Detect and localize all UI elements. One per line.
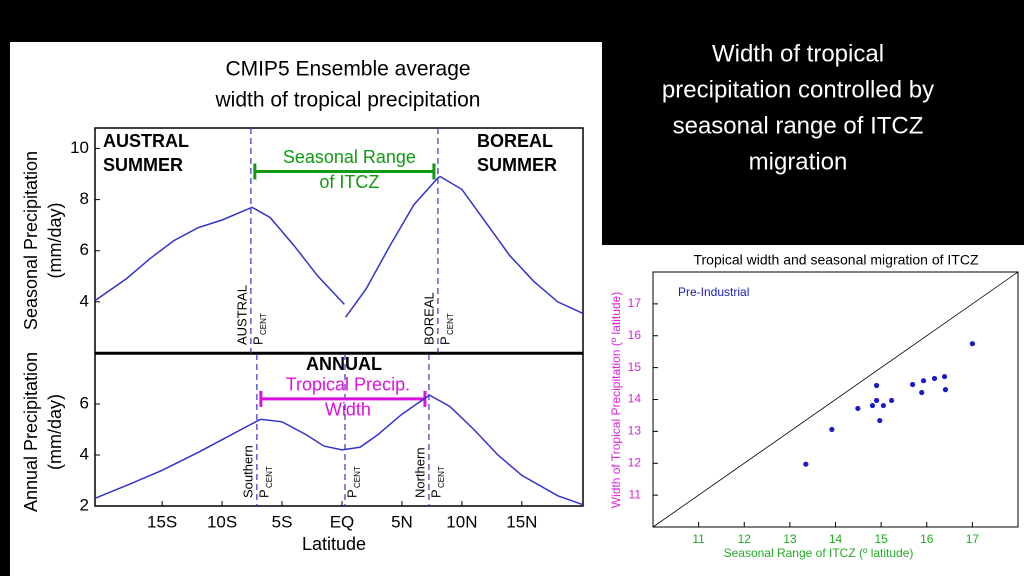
data-point: [919, 389, 925, 396]
data-point: [969, 341, 975, 347]
slide-title: seasonal range of ITCZ: [673, 112, 924, 139]
range-bar-label: Tropical Precip.: [286, 375, 410, 395]
x-tick-label: 14: [829, 532, 843, 546]
y-tick-label: 4: [80, 291, 89, 310]
data-point: [942, 387, 949, 393]
data-line: [94, 175, 584, 318]
x-tick-label: 15: [874, 532, 888, 546]
pcent-symbol: P: [437, 336, 452, 345]
x-tick-label: 16: [920, 532, 934, 546]
left-figure-panel: [10, 42, 602, 576]
y-axis-label: (mm/day): [45, 203, 65, 279]
x-axis-label: Seasonal Range of ITCZ (º latitude): [724, 546, 914, 560]
pcent-label: Northern: [412, 447, 427, 498]
y-tick-label: 2: [80, 495, 89, 514]
y-axis-label: Annual Precipitation: [21, 352, 41, 512]
panel-label: ANNUAL: [306, 354, 382, 374]
x-tick-label: 17: [966, 532, 980, 546]
y-tick-label: 10: [70, 138, 89, 157]
slide-title: Width of tropical: [712, 40, 884, 67]
range-bar-label: Seasonal Range: [283, 147, 416, 167]
data-point: [869, 402, 876, 409]
corner-label: BOREAL: [477, 131, 553, 151]
data-point: [803, 461, 809, 467]
slide-title: migration: [749, 148, 848, 175]
y-tick-label: 11: [629, 487, 642, 501]
y-tick-label: 13: [628, 424, 642, 438]
y-tick-label: 8: [80, 189, 89, 208]
x-tick-label: 13: [783, 532, 797, 546]
data-point: [877, 417, 883, 424]
chart-title: CMIP5 Ensemble average: [225, 58, 470, 81]
legend-entry: Pre-Industrial: [678, 285, 749, 299]
y-tick-label: 16: [628, 328, 642, 342]
pcent-subscript: CENT: [259, 313, 268, 335]
range-bar-label: Width: [325, 400, 371, 420]
chart-title: Tropical width and seasonal migration of…: [693, 252, 979, 268]
pcent-symbol: P: [256, 489, 271, 498]
x-tick-label: 10N: [446, 512, 477, 531]
pcent-subscript: CENT: [437, 466, 446, 488]
data-point: [873, 397, 880, 404]
data-point: [873, 382, 880, 389]
pcent-symbol: P: [428, 489, 443, 498]
y-tick-label: 12: [628, 455, 642, 469]
one-to-one-line: [652, 271, 1019, 528]
corner-label: AUSTRAL: [103, 131, 189, 151]
data-line: [94, 394, 584, 506]
x-tick-label: EQ: [330, 512, 355, 531]
pcent-label: Southern: [240, 445, 255, 498]
pcent-label: BOREAL: [421, 292, 436, 345]
x-tick-label: 10S: [207, 512, 237, 531]
y-tick-label: 6: [80, 240, 89, 259]
corner-label: SUMMER: [477, 155, 557, 175]
data-point: [931, 375, 938, 382]
pcent-subscript: CENT: [446, 313, 455, 335]
chart-title: width of tropical precipitation: [215, 89, 481, 112]
pcent-symbol: P: [250, 336, 265, 345]
data-point: [889, 397, 895, 404]
pcent-label: AUSTRAL: [234, 285, 249, 345]
y-tick-label: 14: [628, 392, 642, 406]
range-bar-label: of ITCZ: [319, 172, 379, 192]
x-tick-label: 15S: [147, 512, 177, 531]
plot-frame: [94, 353, 584, 507]
data-point: [920, 378, 927, 384]
data-point: [855, 405, 861, 412]
y-tick-label: 15: [628, 360, 642, 374]
x-tick-label: 11: [692, 532, 705, 546]
data-point: [880, 402, 887, 409]
slide-title: precipitation controlled by: [662, 76, 934, 103]
y-axis-label: Width of Tropical Precipitation (º latit…: [609, 292, 623, 508]
x-axis-label: Latitude: [302, 534, 366, 554]
pcent-subscript: CENT: [353, 466, 362, 488]
x-tick-label: 5S: [272, 512, 293, 531]
y-axis-label: Seasonal Precipitation: [21, 151, 41, 330]
data-point: [941, 373, 948, 380]
pcent-symbol: P: [344, 489, 359, 498]
y-tick-label: 4: [80, 444, 89, 463]
x-tick-label: 15N: [506, 512, 537, 531]
data-point: [910, 381, 916, 388]
y-tick-label: 6: [80, 393, 89, 412]
x-tick-label: 5N: [391, 512, 413, 531]
corner-label: SUMMER: [103, 155, 183, 175]
pcent-subscript: CENT: [265, 466, 274, 488]
data-point: [829, 426, 835, 433]
x-tick-label: 12: [738, 532, 752, 546]
y-tick-label: 17: [628, 296, 642, 310]
right-figure-panel: [602, 245, 1024, 576]
y-axis-label: (mm/day): [45, 394, 65, 470]
